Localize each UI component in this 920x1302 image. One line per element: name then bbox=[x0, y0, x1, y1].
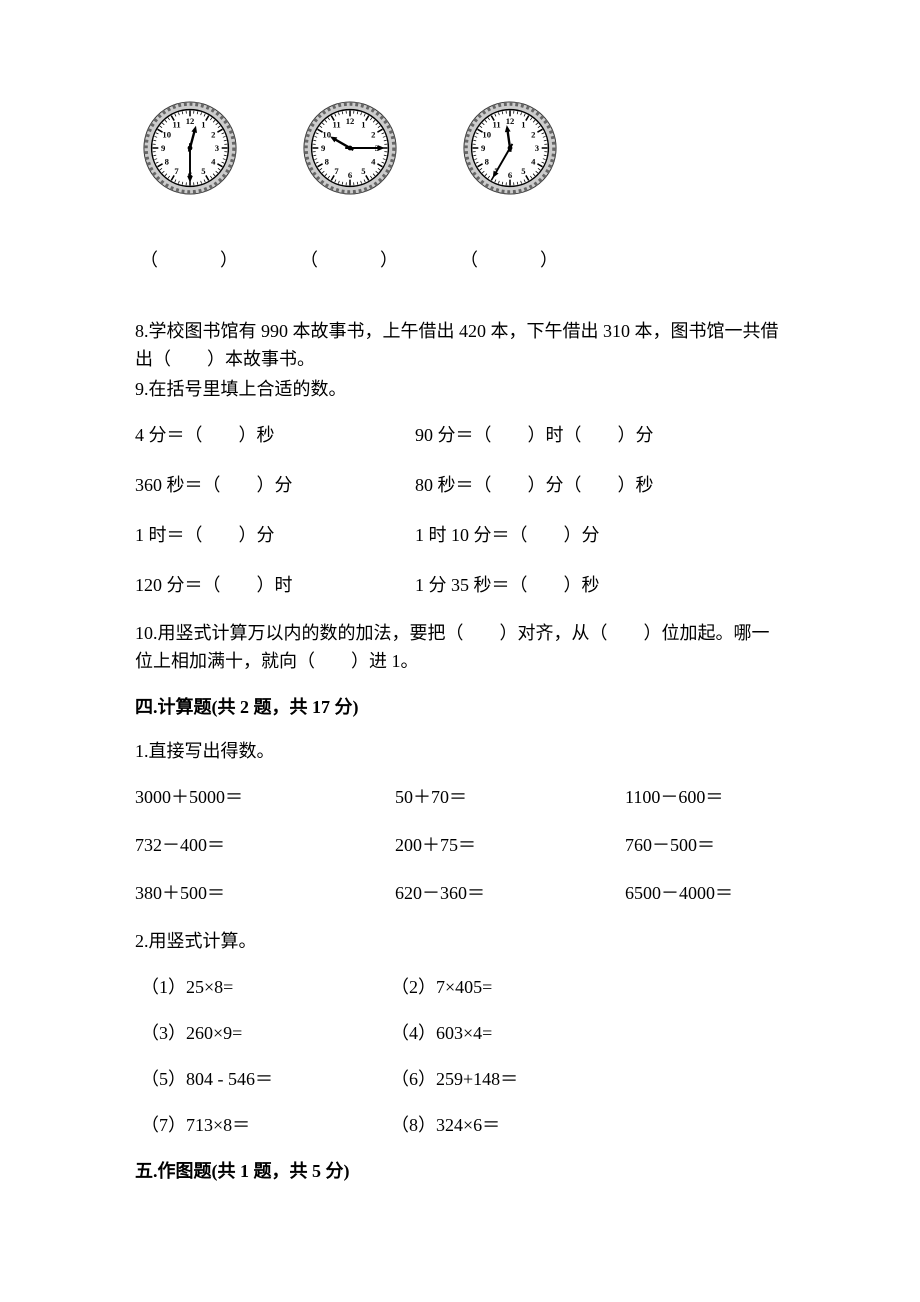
clock-caption-1[interactable]: （ ） bbox=[140, 246, 240, 272]
q9-cell-left[interactable]: 4 分＝（ ）秒 bbox=[135, 421, 415, 447]
svg-text:1: 1 bbox=[201, 120, 205, 130]
clock-2: 123456789101112 （ ） bbox=[300, 100, 400, 272]
calc1-cell[interactable]: 200＋75＝ bbox=[395, 831, 625, 857]
calc1-cell[interactable]: 1100－600＝ bbox=[625, 783, 785, 809]
clock-1: 123456789101112 （ ） bbox=[140, 100, 240, 272]
question-8: 8.学校图书馆有 990 本故事书，上午借出 420 本，下午借出 310 本，… bbox=[135, 317, 785, 373]
calc1-cell[interactable]: 620－360＝ bbox=[395, 879, 625, 905]
svg-text:1: 1 bbox=[521, 120, 525, 130]
calc2-cell-left[interactable]: （5）804 - 546＝ bbox=[141, 1065, 391, 1091]
calc1-title: 1.直接写出得数。 bbox=[135, 737, 785, 763]
svg-text:6: 6 bbox=[508, 170, 513, 180]
svg-text:7: 7 bbox=[334, 166, 339, 176]
svg-text:9: 9 bbox=[481, 143, 485, 153]
svg-text:10: 10 bbox=[162, 129, 171, 139]
calc1-cell[interactable]: 6500－4000＝ bbox=[625, 879, 785, 905]
svg-text:3: 3 bbox=[215, 143, 220, 153]
clock-face-1: 123456789101112 bbox=[142, 100, 238, 196]
q9-cell-left[interactable]: 120 分＝（ ）时 bbox=[135, 571, 415, 597]
calc2-cell-right[interactable]: （8）324×6＝ bbox=[391, 1111, 785, 1137]
svg-text:8: 8 bbox=[325, 156, 330, 166]
svg-text:10: 10 bbox=[322, 129, 331, 139]
calc2-grid: （1）25×8=（2）7×405=（3）260×9=（4）603×4=（5）80… bbox=[141, 973, 785, 1137]
section-5-header: 五.作图题(共 1 题，共 5 分) bbox=[135, 1157, 785, 1183]
calc2-title: 2.用竖式计算。 bbox=[135, 927, 785, 953]
svg-text:10: 10 bbox=[482, 129, 491, 139]
calc2-cell-right[interactable]: （6）259+148＝ bbox=[391, 1065, 785, 1091]
q9-cell-left[interactable]: 360 秒＝（ ）分 bbox=[135, 471, 415, 497]
calc1-cell[interactable]: 50＋70＝ bbox=[395, 783, 625, 809]
q9-cell-right[interactable]: 80 秒＝（ ）分（ ）秒 bbox=[415, 471, 785, 497]
svg-text:12: 12 bbox=[506, 116, 515, 126]
calc1-grid: 3000＋5000＝50＋70＝1100－600＝ 732－400＝200＋75＝… bbox=[135, 783, 785, 905]
q9-cell-left[interactable]: 1 时＝（ ）分 bbox=[135, 521, 415, 547]
svg-text:4: 4 bbox=[211, 156, 216, 166]
svg-text:12: 12 bbox=[186, 116, 195, 126]
clock-caption-2[interactable]: （ ） bbox=[300, 246, 400, 272]
svg-text:2: 2 bbox=[211, 129, 215, 139]
svg-text:7: 7 bbox=[174, 166, 179, 176]
q9-cell-right[interactable]: 1 时 10 分＝（ ）分 bbox=[415, 521, 785, 547]
svg-text:6: 6 bbox=[348, 170, 353, 180]
svg-text:5: 5 bbox=[361, 166, 365, 176]
calc1-cell[interactable]: 3000＋5000＝ bbox=[135, 783, 395, 809]
clock-caption-3[interactable]: （ ） bbox=[460, 246, 560, 272]
question-9-title: 9.在括号里填上合适的数。 bbox=[135, 375, 785, 403]
svg-text:9: 9 bbox=[161, 143, 165, 153]
question-9-grid: 4 分＝（ ）秒90 分＝（ ）时（ ）分360 秒＝（ ）分80 秒＝（ ）分… bbox=[135, 421, 785, 597]
svg-text:8: 8 bbox=[485, 156, 490, 166]
question-10: 10.用竖式计算万以内的数的加法，要把（ ）对齐，从（ ）位加起。哪一位上相加满… bbox=[135, 619, 785, 675]
calc2-cell-left[interactable]: （7）713×8＝ bbox=[141, 1111, 391, 1137]
svg-text:2: 2 bbox=[531, 129, 535, 139]
clock-3: 123456789101112 （ ） bbox=[460, 100, 560, 272]
calc2-cell-right[interactable]: （4）603×4= bbox=[391, 1019, 785, 1045]
svg-text:1: 1 bbox=[361, 120, 365, 130]
clock-face-3: 123456789101112 bbox=[462, 100, 558, 196]
svg-text:5: 5 bbox=[521, 166, 525, 176]
svg-text:9: 9 bbox=[321, 143, 325, 153]
calc2-cell-right[interactable]: （2）7×405= bbox=[391, 973, 785, 999]
svg-text:5: 5 bbox=[201, 166, 205, 176]
q9-cell-right[interactable]: 90 分＝（ ）时（ ）分 bbox=[415, 421, 785, 447]
svg-text:11: 11 bbox=[332, 120, 340, 130]
calc2-cell-left[interactable]: （1）25×8= bbox=[141, 973, 391, 999]
svg-text:4: 4 bbox=[531, 156, 536, 166]
svg-text:11: 11 bbox=[492, 120, 500, 130]
clock-face-2: 123456789101112 bbox=[302, 100, 398, 196]
svg-text:2: 2 bbox=[371, 129, 375, 139]
svg-text:11: 11 bbox=[172, 120, 180, 130]
section-4-header: 四.计算题(共 2 题，共 17 分) bbox=[135, 693, 785, 719]
svg-text:12: 12 bbox=[346, 116, 355, 126]
calc1-cell[interactable]: 732－400＝ bbox=[135, 831, 395, 857]
clocks-row: 123456789101112 （ ） 123456789101112 （ ） … bbox=[140, 100, 785, 272]
svg-text:8: 8 bbox=[165, 156, 170, 166]
calc1-cell[interactable]: 380＋500＝ bbox=[135, 879, 395, 905]
q9-cell-right[interactable]: 1 分 35 秒＝（ ）秒 bbox=[415, 571, 785, 597]
calc2-cell-left[interactable]: （3）260×9= bbox=[141, 1019, 391, 1045]
svg-text:3: 3 bbox=[535, 143, 540, 153]
svg-text:4: 4 bbox=[371, 156, 376, 166]
calc1-cell[interactable]: 760－500＝ bbox=[625, 831, 785, 857]
